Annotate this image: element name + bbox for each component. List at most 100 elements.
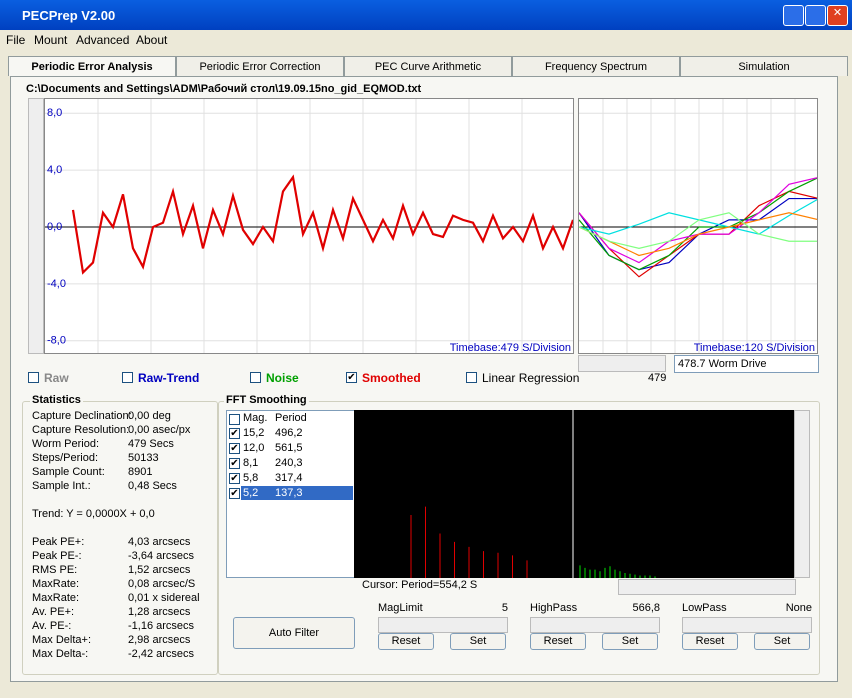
stat-label: Sample Count:	[32, 466, 105, 478]
tab[interactable]: PEC Curve Arithmetic	[344, 56, 512, 76]
stat-label: Max Delta+:	[32, 634, 91, 646]
reset-button[interactable]: Reset	[530, 633, 586, 650]
menu-item[interactable]: Advanced	[76, 33, 130, 47]
menu-item[interactable]: File	[6, 33, 26, 47]
set-button[interactable]: Set	[602, 633, 658, 650]
slider-value: 5	[501, 602, 508, 614]
stat-label: Capture Resolution:	[32, 424, 130, 436]
group-title: Statistics	[30, 394, 83, 406]
y-tick-label: -4,0	[47, 278, 66, 290]
group-title: FFT Smoothing	[224, 394, 309, 406]
stat-value: 479 Secs	[128, 438, 174, 450]
spectrum-hscroll	[618, 579, 796, 595]
tab[interactable]: Simulation	[680, 56, 848, 76]
sliders: MagLimit 5 Reset Set HighPass 566,8 Reset Set Lo…	[0, 600, 852, 660]
fft-period: 496,2	[275, 427, 303, 439]
y-tick-label: 0,0	[47, 221, 62, 233]
slider-value: None	[785, 602, 812, 614]
stat-label: Av. PE-:	[32, 620, 72, 632]
curve	[579, 212, 817, 257]
stat-label: Sample Int.:	[32, 480, 91, 492]
stat-label: Peak PE+:	[32, 536, 85, 548]
stat-label: Worm Period:	[32, 438, 100, 450]
stat-label: Av. PE+:	[32, 606, 75, 618]
y-tick-label: 4,0	[47, 164, 62, 176]
pe-chart: 8,0 4,0 0,0 -4,0 -8,0 Timebase:479 S/Division	[44, 98, 574, 354]
stat-label: Max Delta-:	[32, 648, 89, 660]
checkbox[interactable]: ✔	[229, 488, 240, 499]
stat-label: Capture Declination:	[32, 410, 132, 422]
slider[interactable]	[682, 617, 812, 633]
stat-value: 2,98 arcsecs	[128, 634, 191, 646]
scrollbar	[28, 98, 44, 354]
tab[interactable]: Periodic Error Analysis	[8, 56, 176, 76]
stat-label: RMS PE:	[32, 564, 78, 576]
stat-value: 50133	[128, 452, 159, 464]
slider-label: HighPass	[530, 602, 578, 614]
worm-drive-select[interactable]: 478.7 Worm Drive	[674, 355, 819, 373]
checkbox-row: Raw Raw-Trend Noise ✔ Smoothed Linear Regress…	[0, 371, 852, 385]
minimize[interactable]	[783, 5, 804, 26]
auto-filter-button[interactable]: Auto Filter	[233, 617, 355, 649]
fft-period: 137,3	[275, 487, 303, 499]
fft-period: 240,3	[275, 457, 303, 469]
set-button[interactable]: Set	[450, 633, 506, 650]
window-title: PECPrep V2.00	[22, 8, 116, 23]
stat-value: -3,64 arcsecs	[128, 550, 195, 562]
checkbox[interactable]	[250, 372, 261, 383]
menu-item[interactable]: Mount	[34, 33, 68, 47]
fft-mag: 12,0	[243, 442, 265, 454]
stat-label: MaxRate:	[32, 578, 80, 590]
slider-label: LowPass	[682, 602, 727, 614]
checkbox[interactable]	[122, 372, 133, 383]
stat-value: 0,00 asec/px	[128, 424, 191, 436]
fft-group	[218, 401, 820, 675]
checkbox-label: Raw	[44, 371, 69, 385]
tab[interactable]: Frequency Spectrum	[512, 56, 680, 76]
set-button[interactable]: Set	[754, 633, 810, 650]
checkbox[interactable]: ✔	[229, 443, 240, 454]
stat-value: 8901	[128, 466, 153, 478]
menu-item[interactable]: About	[136, 33, 168, 47]
stat-value: 0,08 arcsec/S	[128, 578, 196, 590]
y-tick-label: 8,0	[47, 107, 62, 119]
y-tick-label: -8,0	[47, 335, 66, 347]
close[interactable]: ✕	[827, 5, 848, 26]
hscroll	[578, 355, 666, 372]
reset-button[interactable]: Reset	[682, 633, 738, 650]
slider[interactable]	[378, 617, 508, 633]
stat-value: 1,28 arcsecs	[128, 606, 191, 618]
slider[interactable]	[530, 617, 660, 633]
fft-period: 317,4	[275, 472, 303, 484]
maximize[interactable]	[805, 5, 826, 26]
checkbox[interactable]: ✔	[229, 473, 240, 484]
curve	[579, 177, 817, 271]
checkbox[interactable]	[229, 414, 240, 425]
checkbox-label: Linear Regression	[482, 371, 580, 385]
checkbox[interactable]: ✔	[346, 372, 357, 383]
overlay-chart: Timebase:120 S/Division	[578, 98, 818, 354]
stats: Capture Declination: 0,00 deg Capture Reso…	[32, 410, 212, 670]
stat-value: -2,42 arcsecs	[128, 648, 195, 660]
checkbox[interactable]	[466, 372, 477, 383]
cursor-label: Cursor: Period=554,2 S	[362, 579, 478, 591]
menu-bar: File Mount Advanced About	[0, 30, 852, 48]
stat-label: Steps/Period:	[32, 452, 99, 464]
slider-label: MagLimit	[378, 602, 423, 614]
vscroll	[794, 410, 810, 578]
list-header: Period	[275, 412, 307, 424]
curve	[579, 212, 817, 249]
checkbox[interactable]: ✔	[229, 428, 240, 439]
stat-label: Peak PE-:	[32, 550, 82, 562]
stat-value: 0,01 x sidereal	[128, 592, 200, 604]
scroll-value: 479	[648, 372, 667, 384]
stat-value: 0,48 Secs	[128, 480, 177, 492]
trend: Trend: Y = 0,0000X + 0,0	[32, 508, 155, 520]
fft-mag: 15,2	[243, 427, 265, 439]
reset-button[interactable]: Reset	[378, 633, 434, 650]
tab[interactable]: Periodic Error Correction	[176, 56, 344, 76]
checkbox[interactable]	[28, 372, 39, 383]
checkbox[interactable]: ✔	[229, 458, 240, 469]
fft-list: Mag. Period ✔ 15,2 496,2 ✔ 12,0 561,5 ✔ 8,1 240,3 ✔…	[226, 410, 356, 578]
